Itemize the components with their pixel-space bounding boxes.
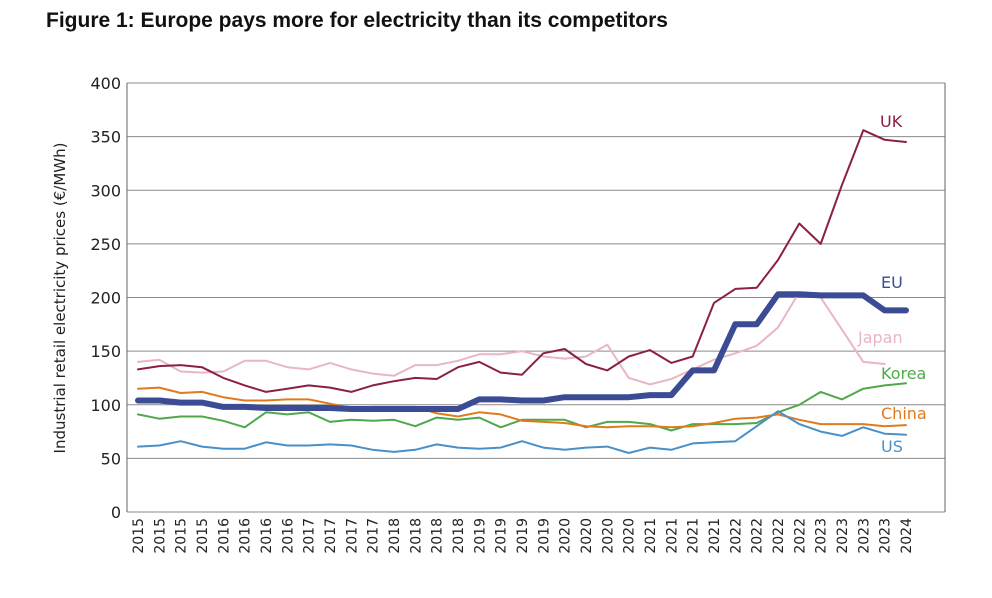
x-tick-label: 2018 [387,518,403,554]
x-tick-label: 2019 [494,518,510,554]
x-tick-label: 2020 [558,518,574,554]
gridlines [126,82,946,513]
y-tick-label: 150 [90,342,121,361]
x-tick-label: 2021 [707,518,723,554]
x-tick-label: 2016 [238,518,254,554]
series-lines [135,129,909,454]
x-tick-label: 2018 [430,518,446,554]
x-tick-label: 2019 [536,518,552,554]
x-tick-label: 2016 [259,518,275,554]
y-tick-label: 100 [90,396,121,415]
x-tick-label: 2020 [600,518,616,554]
series-line-eu [135,291,909,412]
series-label-eu: EU [881,273,903,292]
x-tick-label: 2022 [750,518,766,554]
x-tick-label: 2021 [686,518,702,554]
x-tick-label: 2021 [643,518,659,554]
y-tick-label: 0 [111,503,121,522]
x-tick-label: 2023 [878,518,894,554]
x-tick-label: 2022 [728,518,744,554]
x-tick-label: 2017 [344,518,360,554]
series-labels: UK EU Japan Korea China US [857,112,927,456]
y-tick-label: 50 [101,449,121,468]
x-tick-label: 2019 [472,518,488,554]
series-line-us [137,410,907,454]
x-tick-label: 2016 [280,518,296,554]
x-tick-label: 2015 [152,518,168,554]
series-line-china [137,386,907,429]
x-tick-label: 2015 [174,518,190,554]
y-tick-labels: 0 50 100 150 200 250 300 350 400 [90,74,121,522]
x-tick-label: 2020 [579,518,595,554]
series-label-uk: UK [880,112,903,131]
series-label-china: China [881,404,927,423]
series-label-us: US [881,437,903,456]
x-tick-label: 2023 [835,518,851,554]
series-label-korea: Korea [881,364,926,383]
x-tick-label: 2019 [515,518,531,554]
x-tick-label: 2017 [302,518,318,554]
y-tick-label: 350 [90,128,121,147]
series-line-uk [137,129,907,393]
series-label-japan: Japan [857,328,903,347]
x-tick-label: 2022 [771,518,787,554]
x-tick-label: 2024 [899,518,915,554]
y-tick-label: 200 [90,289,121,308]
x-tick-label: 2016 [216,518,232,554]
x-tick-label: 2018 [408,518,424,554]
y-axis-label: Industrial retail electricity prices (€/… [51,143,69,454]
x-tick-label: 2018 [451,518,467,554]
x-tick-label: 2020 [622,518,638,554]
x-tick-label: 2017 [366,518,382,554]
y-tick-label: 300 [90,181,121,200]
x-tick-label: 2017 [323,518,339,554]
series-line-japan [137,291,886,386]
y-tick-label: 400 [90,74,121,93]
x-tick-labels: 2015 2015 2015 2015 2016 2016 2016 2016 2017 2017… [131,518,915,554]
chart-title: Figure 1: Europe pays more for electrici… [46,9,668,32]
x-tick-label: 2015 [131,518,147,554]
x-tick-label: 2023 [814,518,830,554]
x-tick-label: 2022 [792,518,808,554]
x-tick-label: 2021 [664,518,680,554]
x-tick-label: 2015 [195,518,211,554]
x-tick-label: 2023 [856,518,872,554]
y-tick-label: 250 [90,235,121,254]
